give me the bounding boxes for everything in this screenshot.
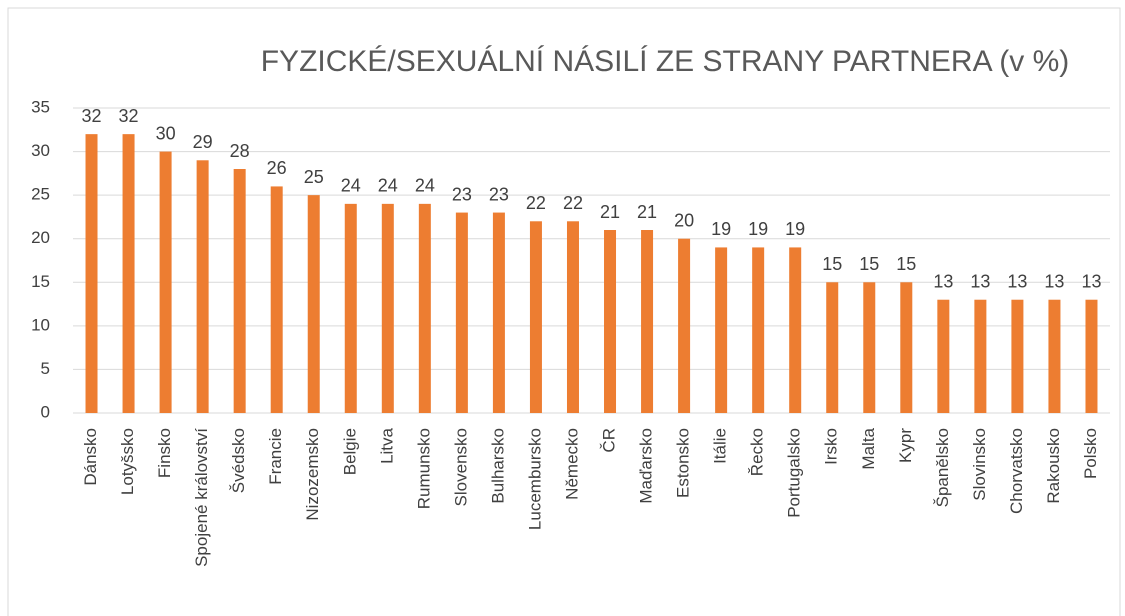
bar xyxy=(1011,299,1024,413)
data-label: 20 xyxy=(674,210,694,230)
data-label: 23 xyxy=(452,184,472,204)
data-label: 15 xyxy=(896,254,916,274)
bar xyxy=(344,203,357,413)
bar xyxy=(566,221,579,413)
data-label: 19 xyxy=(711,219,731,239)
x-tick-label: Litva xyxy=(377,427,396,463)
data-label: 15 xyxy=(859,254,879,274)
bar xyxy=(455,212,468,413)
data-label: 13 xyxy=(970,271,990,291)
x-tick-label: Kypr xyxy=(896,428,915,463)
x-tick-label: Belgie xyxy=(340,428,359,475)
x-tick-label: Finsko xyxy=(155,428,174,478)
y-tick-label: 25 xyxy=(31,185,50,204)
bar xyxy=(752,247,765,413)
y-tick-label: 10 xyxy=(31,315,50,334)
x-tick-label: Irsko xyxy=(822,428,841,465)
data-label: 19 xyxy=(785,219,805,239)
data-label: 21 xyxy=(637,202,657,222)
y-tick-label: 20 xyxy=(31,228,50,247)
bar xyxy=(122,134,135,413)
data-label: 22 xyxy=(563,193,583,213)
x-tick-label: Slovinsko xyxy=(970,428,989,501)
bar xyxy=(937,299,950,413)
bar xyxy=(678,238,691,413)
x-tick-label: Švédsko xyxy=(229,428,248,493)
x-tick-label: Nizozemsko xyxy=(303,428,322,521)
bar xyxy=(85,134,98,413)
data-label: 22 xyxy=(526,193,546,213)
chart-title: FYZICKÉ/SEXUÁLNÍ NÁSILÍ ZE STRANY PARTNE… xyxy=(261,45,1070,78)
x-tick-label: Maďarsko xyxy=(637,428,656,504)
x-tick-label: Rumunsko xyxy=(414,428,433,509)
data-label: 23 xyxy=(489,184,509,204)
x-tick-label: Slovensko xyxy=(451,428,470,506)
y-tick-label: 5 xyxy=(41,359,50,378)
data-label: 32 xyxy=(82,106,102,126)
bar xyxy=(529,221,542,413)
bar xyxy=(196,160,209,413)
x-tick-label: Itálie xyxy=(711,428,730,464)
bar xyxy=(1085,299,1098,413)
data-label: 25 xyxy=(304,167,324,187)
data-label: 32 xyxy=(119,106,139,126)
data-label: 24 xyxy=(415,176,435,196)
x-tick-label: Francie xyxy=(266,428,285,485)
bar xyxy=(418,203,431,413)
data-label: 13 xyxy=(1044,271,1064,291)
bar xyxy=(604,230,617,413)
data-label: 30 xyxy=(156,123,176,143)
bar xyxy=(863,282,876,413)
bar xyxy=(974,299,987,413)
bar xyxy=(826,282,839,413)
bar xyxy=(159,151,172,414)
data-label: 19 xyxy=(748,219,768,239)
x-tick-label: Estonsko xyxy=(674,428,693,498)
data-label: 13 xyxy=(1007,271,1027,291)
y-tick-label: 0 xyxy=(41,402,50,421)
x-tick-label: Bulharsko xyxy=(488,428,507,504)
x-tick-label: Španělsko xyxy=(933,428,952,507)
bar xyxy=(1048,299,1061,413)
x-tick-label: Řecko xyxy=(748,428,767,476)
bar xyxy=(641,230,654,413)
data-label: 28 xyxy=(230,141,250,161)
x-tick-label: Chorvatsko xyxy=(1007,428,1026,514)
x-tick-label: Německo xyxy=(562,428,581,500)
x-tick-label: Lucembursko xyxy=(525,428,544,530)
x-tick-label: Portugalsko xyxy=(785,428,804,518)
bar xyxy=(715,247,728,413)
x-tick-label: Dánsko xyxy=(81,428,100,486)
y-tick-label: 35 xyxy=(31,97,50,116)
y-tick-label: 30 xyxy=(31,141,50,160)
y-tick-label: 15 xyxy=(31,272,50,291)
x-tick-label: Polsko xyxy=(1081,428,1100,479)
bar xyxy=(789,247,802,413)
data-label: 24 xyxy=(378,176,398,196)
data-label: 13 xyxy=(933,271,953,291)
bar xyxy=(492,212,505,413)
bar xyxy=(307,195,320,413)
data-label: 13 xyxy=(1081,271,1101,291)
data-label: 26 xyxy=(267,158,287,178)
chart-border xyxy=(7,7,1121,616)
bar xyxy=(233,169,246,413)
data-label: 24 xyxy=(341,176,361,196)
bar xyxy=(270,186,283,413)
x-tick-label: Lotyšsko xyxy=(118,428,137,495)
x-tick-label: Rakousko xyxy=(1044,428,1063,504)
data-label: 21 xyxy=(600,202,620,222)
bar xyxy=(381,203,394,413)
x-tick-label: Malta xyxy=(859,427,878,469)
data-label: 29 xyxy=(193,132,213,152)
x-tick-label: Spojené království xyxy=(192,428,211,567)
x-tick-label: ČR xyxy=(600,428,619,453)
data-label: 15 xyxy=(822,254,842,274)
bar xyxy=(900,282,913,413)
